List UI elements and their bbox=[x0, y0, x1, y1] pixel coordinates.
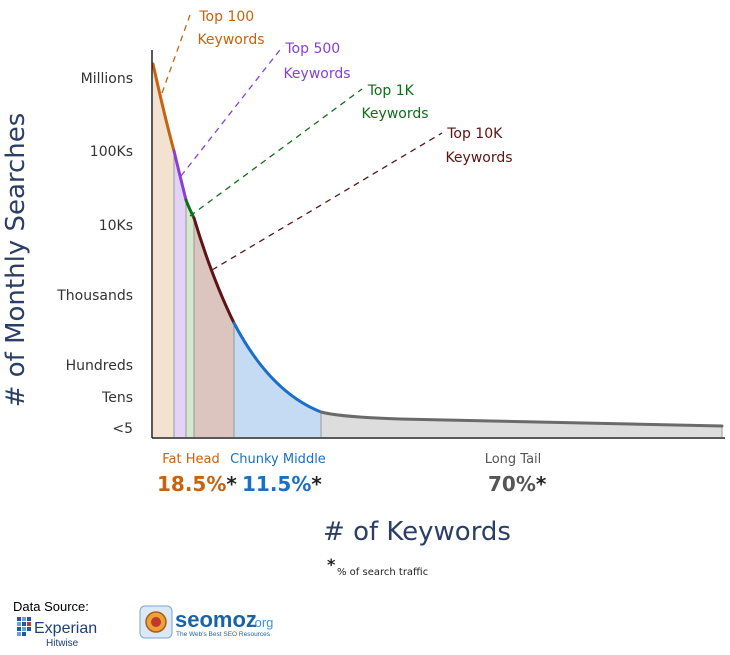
curve-long-tail bbox=[319, 410, 724, 428]
footnote-star: * bbox=[327, 555, 336, 574]
seomoz-tagline: The Web's Best SEO Resources bbox=[176, 631, 271, 638]
annotation-top-1k: Top 1K Keywords bbox=[361, 83, 428, 122]
area-regions bbox=[153, 64, 722, 437]
experian-sub: Hitwise bbox=[46, 638, 79, 649]
segment-percent-fat-head-value: 18.5% bbox=[157, 472, 226, 496]
region-top-100 bbox=[153, 64, 174, 437]
leader-top-500 bbox=[180, 45, 284, 177]
annotation-top-500: Top 500 Keywords bbox=[283, 41, 350, 82]
experian-logo: Experian Hitwise bbox=[17, 617, 97, 649]
region-top-1k bbox=[186, 200, 194, 437]
segment-label-long-tail: Long Tail bbox=[485, 452, 542, 467]
seomoz-org: .org bbox=[251, 615, 273, 630]
axes bbox=[151, 50, 725, 439]
annotation-top-500-line1: Top 500 bbox=[284, 41, 340, 57]
segment-labels: Fat Head Chunky Middle Long Tail 18.5%* … bbox=[157, 452, 547, 496]
segment-percent-long-tail-star: * bbox=[536, 472, 547, 496]
y-tick-10ks: 10Ks bbox=[99, 218, 133, 234]
y-tick-hundreds: Hundreds bbox=[66, 358, 133, 374]
curve-top-500 bbox=[172, 149, 188, 202]
segment-percent-chunky-middle-star: * bbox=[311, 472, 322, 496]
segment-percent-long-tail-value: 70% bbox=[488, 472, 536, 496]
curve-chunky-middle bbox=[232, 321, 323, 414]
region-top-10k bbox=[194, 218, 234, 437]
annotation-labels: Top 100 Keywords Top 500 Keywords Top 1K… bbox=[197, 9, 512, 166]
curve-top-100 bbox=[151, 62, 176, 153]
y-tick-tens: Tens bbox=[101, 390, 133, 406]
annotation-top-100-line2: Keywords bbox=[197, 32, 264, 48]
footnote-text: % of search traffic bbox=[337, 567, 428, 578]
segment-percent-chunky-middle-value: 11.5% bbox=[242, 472, 311, 496]
curve-segments bbox=[151, 62, 724, 428]
seomoz-name: seomoz bbox=[175, 607, 257, 632]
y-tick-under-5: <5 bbox=[112, 421, 133, 437]
annotation-top-10k: Top 10K Keywords bbox=[445, 126, 512, 166]
curve-top-10k bbox=[192, 216, 236, 325]
seomoz-logo: seomoz .org The Web's Best SEO Resources bbox=[139, 605, 273, 639]
x-axis-title: # of Keywords bbox=[323, 517, 511, 547]
region-long-tail bbox=[321, 412, 722, 437]
segment-percent-chunky-middle: 11.5%* bbox=[242, 472, 322, 496]
region-chunky-middle bbox=[234, 323, 321, 437]
annotation-top-500-line2: Keywords bbox=[283, 66, 350, 82]
annotation-top-10k-line2: Keywords bbox=[445, 150, 512, 166]
y-tick-labels: Millions 100Ks 10Ks Thousands Hundreds T… bbox=[56, 71, 133, 437]
segment-label-fat-head: Fat Head bbox=[162, 452, 219, 467]
data-source-label: Data Source: bbox=[13, 599, 89, 614]
segment-percent-fat-head-star: * bbox=[226, 472, 237, 496]
annotation-top-100: Top 100 Keywords bbox=[197, 9, 264, 48]
segment-label-chunky-middle: Chunky Middle bbox=[230, 452, 326, 467]
region-top-500 bbox=[174, 151, 186, 437]
region-dividers bbox=[173, 151, 723, 437]
segment-percent-long-tail: 70%* bbox=[488, 472, 547, 496]
leader-top-1k bbox=[189, 88, 363, 217]
y-tick-thousands: Thousands bbox=[56, 288, 133, 304]
y-tick-millions: Millions bbox=[81, 71, 133, 87]
experian-logo-mark bbox=[17, 617, 31, 636]
leader-top-100 bbox=[161, 14, 191, 94]
annotation-leaders bbox=[161, 14, 443, 271]
y-tick-100ks: 100Ks bbox=[90, 144, 133, 160]
y-axis-title: # of Monthly Searches bbox=[1, 113, 31, 408]
curve-top-1k bbox=[184, 198, 196, 220]
leader-top-10k bbox=[211, 132, 443, 271]
annotation-top-10k-line1: Top 10K bbox=[446, 126, 503, 142]
annotation-top-1k-line2: Keywords bbox=[361, 106, 428, 122]
experian-name: Experian bbox=[34, 620, 97, 637]
annotation-top-100-line1: Top 100 bbox=[198, 9, 254, 25]
segment-percent-fat-head: 18.5%* bbox=[157, 472, 237, 496]
annotation-top-1k-line1: Top 1K bbox=[367, 83, 415, 99]
